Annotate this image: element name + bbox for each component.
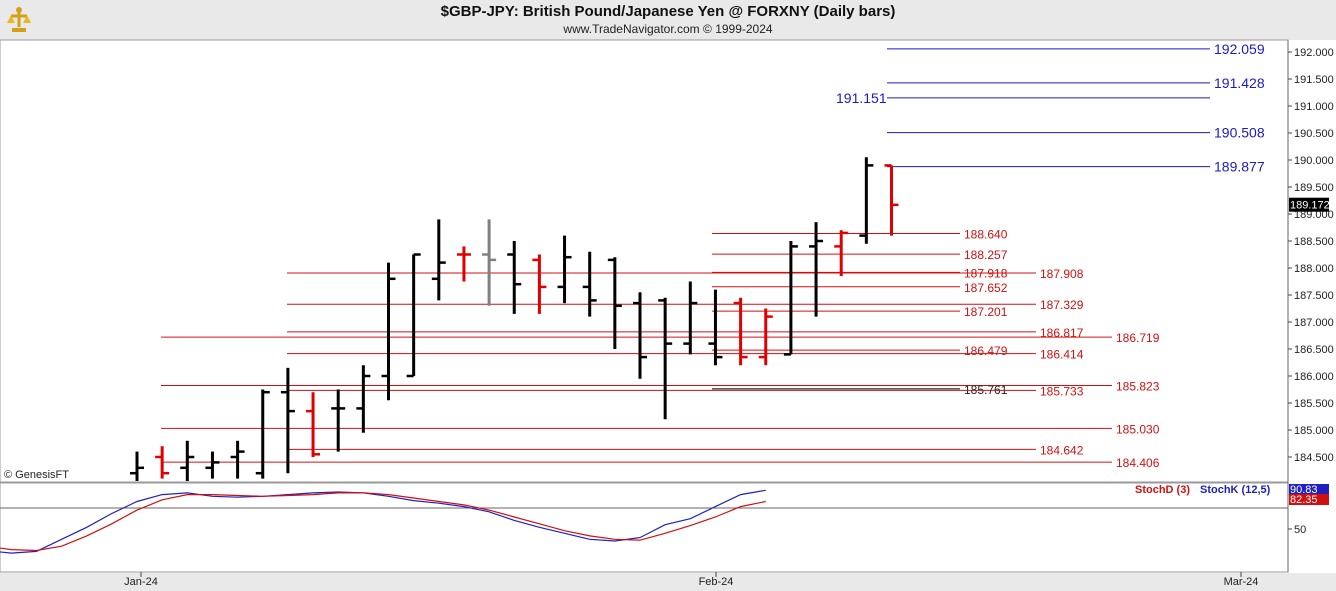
logo-icon xyxy=(4,3,34,35)
price-bar xyxy=(230,440,245,479)
last-price-label: 189.172 xyxy=(1290,200,1330,212)
level-label: 191.428 xyxy=(1214,75,1265,91)
last-price-badge xyxy=(1289,197,1329,212)
level-label: 187.652 xyxy=(964,281,1008,295)
price-bar xyxy=(306,392,321,457)
level-label: 189.877 xyxy=(1214,159,1265,175)
y-tick-label: 186.500 xyxy=(1294,344,1334,356)
price-bar xyxy=(633,292,647,379)
price-bar xyxy=(431,219,446,301)
stochk-badge xyxy=(1289,484,1329,495)
price-bar xyxy=(507,241,522,314)
price-bar xyxy=(280,367,295,474)
y-tick-label: 191.000 xyxy=(1294,101,1334,113)
price-bar xyxy=(557,235,572,304)
stoch-y-label: 50 xyxy=(1294,524,1306,536)
legend-stochk: StochK (12,5) xyxy=(1200,484,1271,496)
legend-stochd: StochD (3) xyxy=(1135,484,1190,496)
y-tick-label: 188.500 xyxy=(1294,236,1334,248)
stochastic-line xyxy=(0,492,766,552)
y-tick-label: 185.500 xyxy=(1294,398,1334,410)
level-label: 185.761 xyxy=(964,383,1008,397)
price-bar xyxy=(884,164,899,236)
price-bar xyxy=(658,297,673,420)
price-bar xyxy=(255,389,270,479)
price-bar xyxy=(180,440,195,481)
y-tick-label: 192.000 xyxy=(1294,47,1334,59)
stochastic-line xyxy=(0,489,766,554)
stochd-badge xyxy=(1289,494,1329,505)
x-tick-label: Feb-24 xyxy=(699,576,734,588)
price-bar xyxy=(809,222,824,317)
price-bar xyxy=(733,297,748,366)
price-bar xyxy=(482,219,497,306)
price-bar xyxy=(331,389,346,452)
price-bar xyxy=(859,157,874,244)
level-label: 184.406 xyxy=(1116,456,1160,470)
level-label: 185.733 xyxy=(1040,384,1084,398)
y-tick-label: 186.000 xyxy=(1294,371,1334,383)
y-tick-label: 190.000 xyxy=(1294,155,1334,167)
price-bar xyxy=(205,451,220,479)
level-label: 185.823 xyxy=(1116,380,1160,394)
price-bar xyxy=(155,446,170,479)
price-bar xyxy=(582,251,597,317)
y-tick-label: 185.000 xyxy=(1294,425,1334,437)
y-tick-label: 191.500 xyxy=(1294,74,1334,86)
level-label: 188.640 xyxy=(964,227,1008,241)
stochd-value: 82.35 xyxy=(1290,494,1318,506)
x-tick-label: Jan-24 xyxy=(124,576,158,588)
level-label: 192.059 xyxy=(1214,41,1265,57)
level-label: 184.642 xyxy=(1040,443,1084,457)
credit-label: © GenesisFT xyxy=(4,469,69,481)
level-label: 186.719 xyxy=(1116,331,1160,345)
price-bar xyxy=(456,246,471,282)
level-label: 186.414 xyxy=(1040,348,1084,362)
price-bar xyxy=(381,262,396,401)
price-bar xyxy=(532,254,547,314)
stochk-value: 90.83 xyxy=(1290,484,1318,496)
level-label: 185.030 xyxy=(1116,422,1160,436)
price-bar xyxy=(406,253,421,378)
price-panel xyxy=(0,39,1289,483)
level-label: 186.479 xyxy=(964,344,1008,358)
price-bar xyxy=(834,230,849,277)
y-tick-label: 189.500 xyxy=(1294,182,1334,194)
y-tick-label: 187.500 xyxy=(1294,290,1334,302)
level-label: 187.329 xyxy=(1040,298,1084,312)
price-bar xyxy=(130,451,144,481)
level-label: 191.151 xyxy=(836,90,887,106)
stochastic-panel xyxy=(0,482,1289,573)
y-tick-label: 187.000 xyxy=(1294,317,1334,329)
price-bar xyxy=(708,289,723,366)
chart-title: $GBP-JPY: British Pound/Japanese Yen @ F… xyxy=(440,3,896,20)
chart-subtitle: www.TradeNavigator.com © 1999-2024 xyxy=(563,22,773,36)
level-label: 188.257 xyxy=(964,248,1008,262)
x-tick-label: Mar-24 xyxy=(1224,576,1259,588)
chart-header xyxy=(0,0,1336,40)
price-bar xyxy=(758,308,773,366)
y-tick-label: 190.500 xyxy=(1294,128,1334,140)
level-label: 186.817 xyxy=(1040,326,1084,340)
level-label: 187.908 xyxy=(1040,267,1084,281)
y-tick-label: 184.500 xyxy=(1294,452,1334,464)
y-tick-label: 188.000 xyxy=(1294,263,1334,275)
y-tick-label: 189.000 xyxy=(1294,209,1334,221)
x-axis-strip xyxy=(0,573,1336,591)
price-bar xyxy=(607,257,622,349)
price-bar xyxy=(783,241,798,356)
price-bar xyxy=(356,365,371,433)
level-label: 187.201 xyxy=(964,305,1008,319)
price-bar xyxy=(683,281,698,355)
level-label: 190.508 xyxy=(1214,125,1265,141)
